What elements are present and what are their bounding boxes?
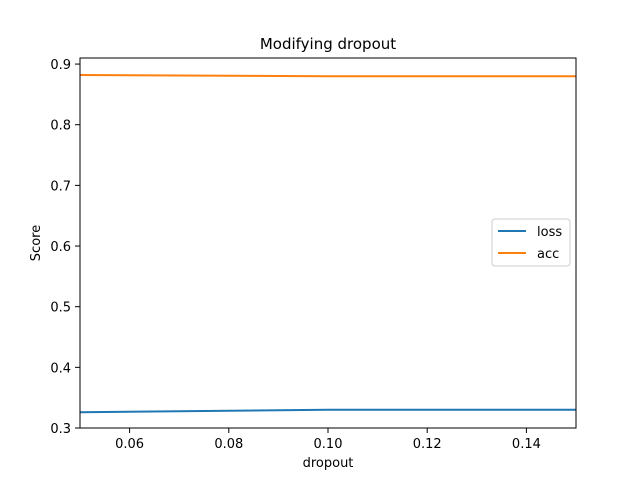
x-axis: 0.06 0.08 0.10 0.12 0.14 <box>115 428 541 452</box>
legend-label-loss: loss <box>537 225 562 240</box>
y-tick-label: 0.8 <box>50 119 71 134</box>
x-axis-label: dropout <box>303 456 354 471</box>
legend-label-acc: acc <box>537 247 559 262</box>
x-tick-label: 0.10 <box>314 437 343 452</box>
x-tick-label: 0.12 <box>413 437 442 452</box>
y-axis: 0.3 0.4 0.5 0.6 0.7 0.8 0.9 <box>50 58 80 437</box>
x-tick-label: 0.08 <box>214 437 243 452</box>
chart-title: Modifying dropout <box>260 35 396 53</box>
y-axis-label: Score <box>29 225 44 261</box>
y-tick-label: 0.5 <box>50 301 71 316</box>
y-tick-label: 0.4 <box>50 361 71 376</box>
y-tick-label: 0.7 <box>50 179 71 194</box>
legend: loss acc <box>491 218 571 267</box>
y-tick-label: 0.9 <box>50 58 71 73</box>
y-tick-label: 0.6 <box>50 240 71 255</box>
series-line-loss <box>79 408 576 414</box>
x-tick-label: 0.06 <box>115 437 144 452</box>
y-tick-label: 0.3 <box>50 422 71 437</box>
x-tick-label: 0.14 <box>512 437 541 452</box>
series-line-acc <box>79 73 576 78</box>
plot-frame <box>79 57 577 429</box>
series-layer <box>79 73 576 414</box>
